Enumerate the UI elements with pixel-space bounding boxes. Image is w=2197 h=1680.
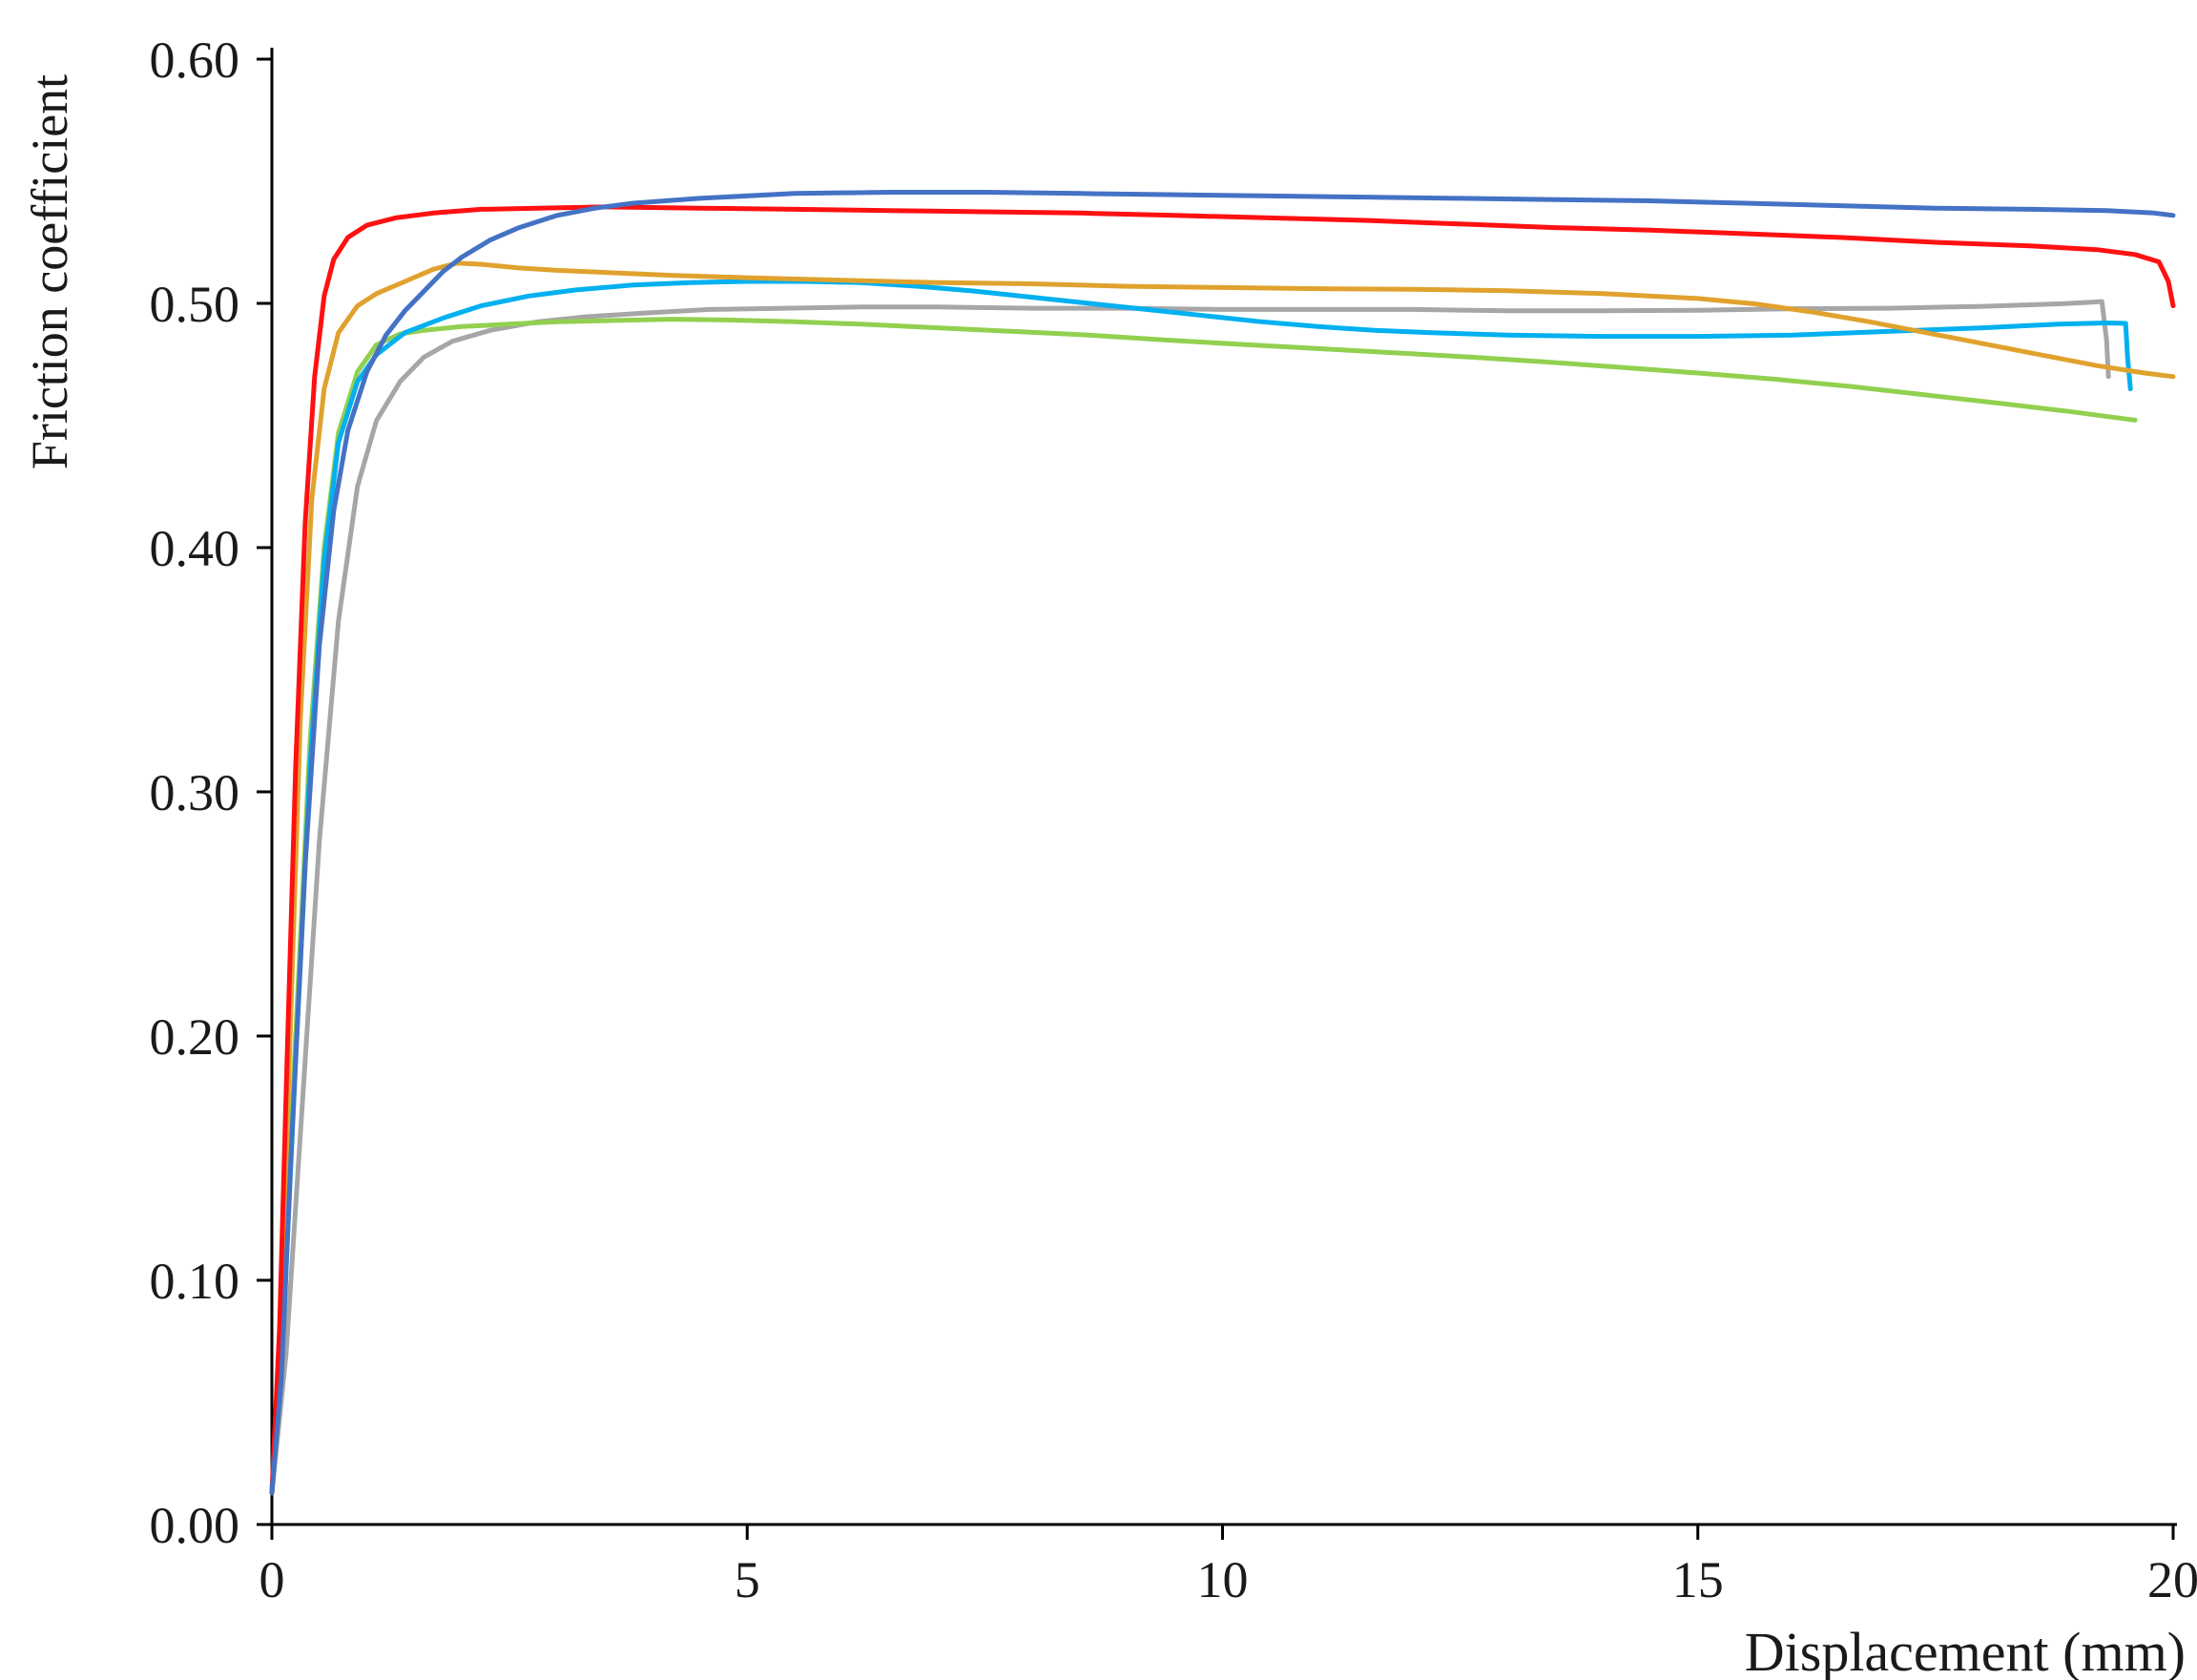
y-axis-title: Friction coefficient xyxy=(21,73,78,470)
y-tick-label: 0.30 xyxy=(150,764,240,821)
x-tick-label: 5 xyxy=(735,1551,760,1608)
y-tick-label: 0.40 xyxy=(150,520,240,577)
series-line-orange xyxy=(269,260,2176,1496)
y-tick-label: 0.20 xyxy=(150,1008,240,1066)
y-tick-label: 0.50 xyxy=(150,276,240,333)
series-line-green xyxy=(269,317,2138,1496)
y-tick-label: 0.00 xyxy=(150,1497,240,1554)
series-line-blue xyxy=(269,190,2176,1496)
x-tick-label: 20 xyxy=(2147,1551,2197,1608)
x-tick-label: 15 xyxy=(1672,1551,1724,1608)
x-tick-label: 10 xyxy=(1197,1551,1249,1608)
series-line-red xyxy=(269,204,2176,1496)
x-tick-label: 0 xyxy=(259,1551,285,1608)
series-line-cyan xyxy=(269,279,2133,1496)
y-tick-label: 0.10 xyxy=(150,1253,240,1310)
y-tick-label: 0.60 xyxy=(150,31,240,89)
x-axis-title: Displacement (mm) xyxy=(1744,1621,2186,1680)
series-line-gray xyxy=(269,299,2111,1496)
